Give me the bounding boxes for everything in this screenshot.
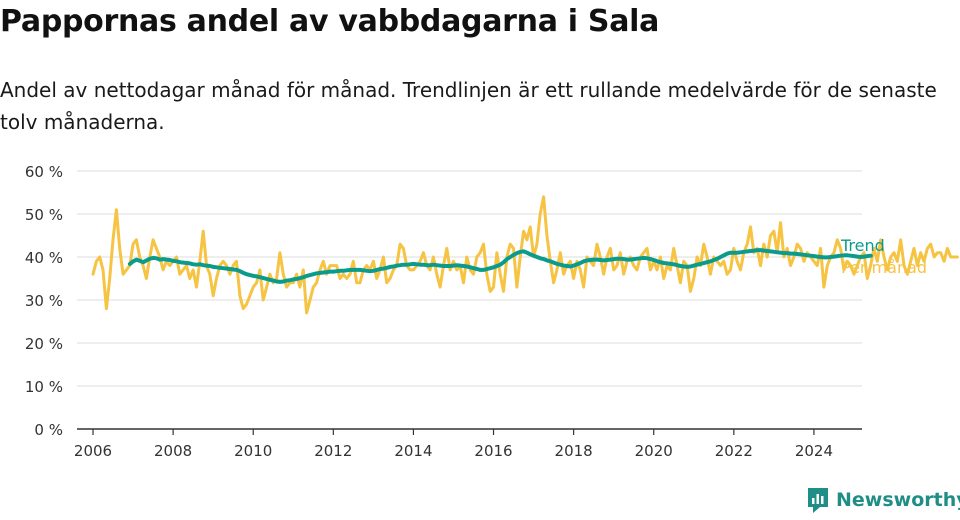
chart-title: Pappornas andel av vabbdagarna i Sala [0,4,660,39]
x-tick-label: 2008 [154,442,192,460]
y-tick-label: 50 % [25,206,63,224]
series-per-manad [91,195,959,315]
newsworthy-logo: Newsworthy [806,486,960,514]
x-tick-label: 2024 [795,442,833,460]
x-tick-label: 2012 [314,442,352,460]
grid-layer: 0 % 10 % 20 % 30 % 40 % 50 % 60 % [25,163,862,439]
y-tick-label: 10 % [25,378,63,396]
x-tick-label: 2014 [394,442,432,460]
per-manad-line [91,195,959,315]
y-tick-label: 0 % [34,421,63,439]
y-tick-label: 30 % [25,292,63,310]
x-axis: 2006 2008 2010 2012 2014 2016 2018 2020 2022 2024 [74,428,862,460]
x-tick-label: 2006 [74,442,112,460]
x-tick-label: 2016 [474,442,512,460]
x-tick-label: 2022 [715,442,753,460]
newsworthy-icon [808,488,828,513]
legend-label-trend: Trend [840,236,885,255]
series-trend [127,248,873,284]
brand-name: Newsworthy [836,489,960,511]
y-tick-label: 60 % [25,163,63,181]
y-tick-label: 40 % [25,249,63,267]
legend: Trend Per månad [840,236,927,277]
y-tick-label: 20 % [25,335,63,353]
x-tick-label: 2010 [234,442,272,460]
trend-line [127,248,873,284]
legend-label-per-manad: Per månad [841,258,927,277]
x-tick-label: 2018 [555,442,593,460]
x-tick-label: 2020 [635,442,673,460]
chart-subtitle: Andel av nettodagar månad för månad. Tre… [0,78,937,134]
